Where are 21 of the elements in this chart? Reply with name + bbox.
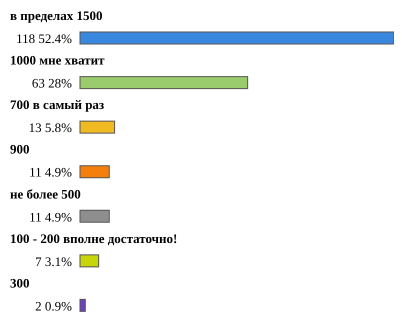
bar	[80, 120, 116, 134]
bar	[80, 254, 100, 268]
y-tick-label: 700 в самый раз	[10, 97, 104, 112]
y-tick-label: не более 500	[10, 186, 81, 202]
bar	[80, 165, 110, 178]
data-label: 11 4.9%	[29, 209, 72, 224]
bar	[80, 298, 86, 312]
bar	[80, 210, 110, 223]
data-label: 63 28%	[32, 76, 72, 91]
y-tick-label: 300	[10, 275, 30, 290]
bar	[80, 76, 248, 90]
y-tick-label: 900	[10, 142, 30, 157]
y-tick-label: 1000 мне хватит	[10, 52, 106, 68]
data-label: 7 3.1%	[35, 254, 72, 269]
data-label: 11 4.9%	[29, 164, 72, 180]
data-label: 2 0.9%	[35, 298, 72, 314]
y-tick-label: в пределах 1500	[10, 8, 102, 23]
data-label: 118 52.4%	[16, 31, 72, 46]
data-label: 13 5.8%	[28, 120, 72, 136]
y-tick-label: 100 - 200 вполне достаточно!	[10, 230, 178, 246]
bar	[80, 32, 394, 44]
